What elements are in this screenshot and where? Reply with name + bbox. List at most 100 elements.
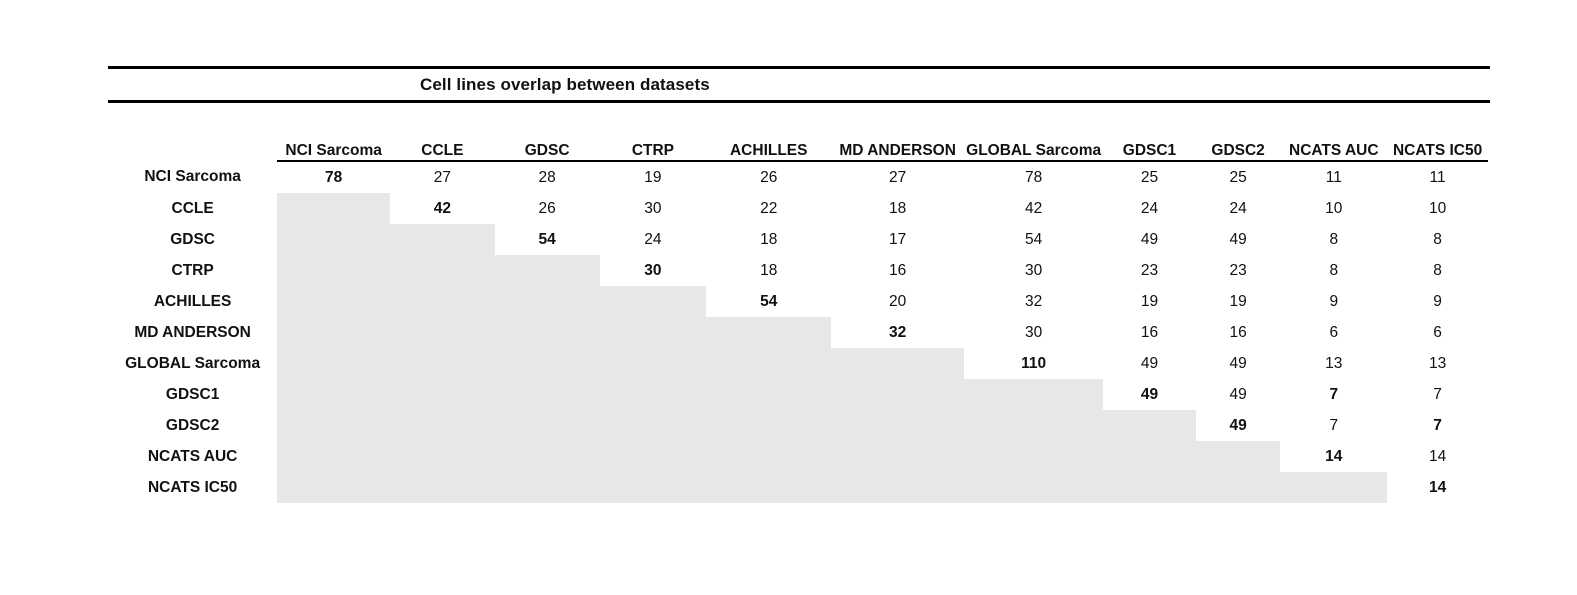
row-label: ACHILLES bbox=[153, 292, 232, 310]
table-body: NCI Sarcoma 78 27 28 19 26 27 78 25 25 11 11 CCLE 42 2… bbox=[108, 161, 1488, 503]
column-header: GDSC bbox=[494, 129, 600, 162]
table-cell: 10 bbox=[1325, 199, 1343, 217]
table-cell: 17 bbox=[889, 230, 907, 248]
table-cell bbox=[831, 379, 965, 410]
table-cell: 20 bbox=[889, 292, 907, 310]
column-header: NCI Sarcoma bbox=[277, 129, 391, 162]
table-cell: 14 bbox=[1428, 447, 1447, 465]
table-cell bbox=[390, 348, 495, 379]
table-cell bbox=[706, 472, 832, 503]
table-cell: 8 bbox=[1433, 230, 1442, 248]
row-label: NCATS IC50 bbox=[147, 478, 238, 496]
table-cell: 27 bbox=[433, 168, 452, 186]
corner-cell bbox=[108, 129, 277, 161]
column-header: MD ANDERSON bbox=[831, 129, 965, 162]
table-cell: 49 bbox=[1140, 354, 1159, 372]
table-title: Cell lines overlap between datasets bbox=[420, 75, 710, 94]
table-cell: 8 bbox=[1329, 261, 1339, 279]
table-cell: 23 bbox=[1229, 261, 1247, 279]
table-cell: 6 bbox=[1433, 323, 1442, 341]
table-cell: 24 bbox=[1140, 199, 1159, 217]
table-cell bbox=[494, 255, 600, 286]
table-cell: 9 bbox=[1329, 292, 1339, 310]
table-cell: 42 bbox=[433, 199, 452, 217]
table-cell bbox=[277, 410, 391, 441]
table-cell bbox=[277, 224, 391, 255]
table-cell bbox=[1103, 441, 1196, 472]
table-cell: 30 bbox=[644, 261, 662, 279]
table-cell bbox=[599, 379, 707, 410]
table-cell: 26 bbox=[760, 168, 778, 186]
table-cell: 9 bbox=[1433, 292, 1442, 310]
table-cell bbox=[494, 441, 600, 472]
top-rule bbox=[108, 66, 1490, 69]
table-cell: 26 bbox=[538, 199, 556, 217]
column-header: GDSC2 bbox=[1195, 129, 1281, 162]
table-cell: 7 bbox=[1329, 416, 1339, 434]
table-cell bbox=[599, 410, 707, 441]
table-cell: 42 bbox=[1025, 199, 1043, 217]
table-cell bbox=[390, 441, 495, 472]
table-cell: 6 bbox=[1329, 323, 1339, 341]
table-cell bbox=[706, 441, 832, 472]
table-row: NCATS AUC 14 14 bbox=[108, 441, 1488, 472]
table-row: MD ANDERSON 32 30 16 16 6 6 bbox=[108, 317, 1488, 348]
header-row: NCI Sarcoma CCLE GDSC CTRP ACHILLES MD ANDERS… bbox=[108, 129, 1488, 162]
table-cell: 23 bbox=[1140, 261, 1159, 279]
table-cell: 13 bbox=[1325, 354, 1343, 372]
table-cell: 49 bbox=[1140, 385, 1159, 403]
row-label: NCI Sarcoma bbox=[144, 168, 241, 185]
table-cell bbox=[831, 472, 965, 503]
table-cell bbox=[277, 193, 391, 224]
column-header: CTRP bbox=[599, 129, 707, 162]
table-cell: 24 bbox=[644, 230, 662, 248]
table-cell bbox=[277, 317, 391, 348]
table-cell bbox=[390, 286, 495, 317]
table-cell: 49 bbox=[1140, 230, 1159, 248]
table-cell bbox=[964, 472, 1104, 503]
row-label: GDSC2 bbox=[165, 416, 220, 434]
table-cell: 54 bbox=[538, 230, 556, 248]
table-row: CTRP 30 18 16 30 23 23 8 8 bbox=[108, 255, 1488, 286]
row-label: GDSC bbox=[170, 230, 215, 248]
table-row: NCI Sarcoma 78 27 28 19 26 27 78 25 25 11 11 bbox=[108, 161, 1488, 193]
table-cell: 11 bbox=[1325, 168, 1342, 186]
table-cell: 22 bbox=[760, 199, 778, 217]
table-cell: 16 bbox=[889, 261, 907, 279]
table-cell: 10 bbox=[1428, 199, 1447, 217]
table-cell bbox=[599, 441, 707, 472]
table-cell bbox=[706, 379, 832, 410]
table-cell: 49 bbox=[1229, 230, 1247, 248]
table-cell bbox=[706, 410, 832, 441]
table-cell: 19 bbox=[1140, 292, 1159, 310]
table-cell bbox=[277, 286, 391, 317]
overlap-figure: Cell lines overlap between datasets NCI … bbox=[108, 66, 1490, 503]
table-cell bbox=[277, 441, 391, 472]
table-row: NCATS IC50 14 bbox=[108, 472, 1488, 503]
table-cell: 32 bbox=[1025, 292, 1043, 310]
column-header: GDSC1 bbox=[1103, 129, 1196, 162]
table-header: NCI Sarcoma CCLE GDSC CTRP ACHILLES MD ANDERS… bbox=[108, 129, 1488, 162]
table-cell: 7 bbox=[1433, 385, 1442, 403]
table-cell: 24 bbox=[1229, 199, 1247, 217]
table-row: GDSC1 49 49 7 7 bbox=[108, 379, 1488, 410]
table-cell: 54 bbox=[760, 292, 778, 310]
table-cell bbox=[390, 224, 495, 255]
row-label: NCATS AUC bbox=[147, 447, 238, 465]
table-cell bbox=[599, 317, 707, 348]
table-row: CCLE 42 26 30 22 18 42 24 24 10 10 bbox=[108, 193, 1488, 224]
table-cell bbox=[390, 472, 495, 503]
table-cell bbox=[494, 317, 600, 348]
table-cell bbox=[964, 410, 1104, 441]
table-cell: 18 bbox=[760, 261, 778, 279]
table-cell bbox=[390, 410, 495, 441]
table-cell: 19 bbox=[1229, 292, 1247, 310]
row-label: CTRP bbox=[171, 261, 214, 279]
row-label: GLOBAL Sarcoma bbox=[125, 354, 261, 372]
column-header: GLOBAL Sarcoma bbox=[964, 129, 1104, 162]
table-cell: 18 bbox=[889, 199, 907, 217]
column-header: NCATS IC50 bbox=[1387, 129, 1488, 162]
table-cell: 54 bbox=[1025, 230, 1043, 248]
table-cell bbox=[1280, 472, 1388, 503]
